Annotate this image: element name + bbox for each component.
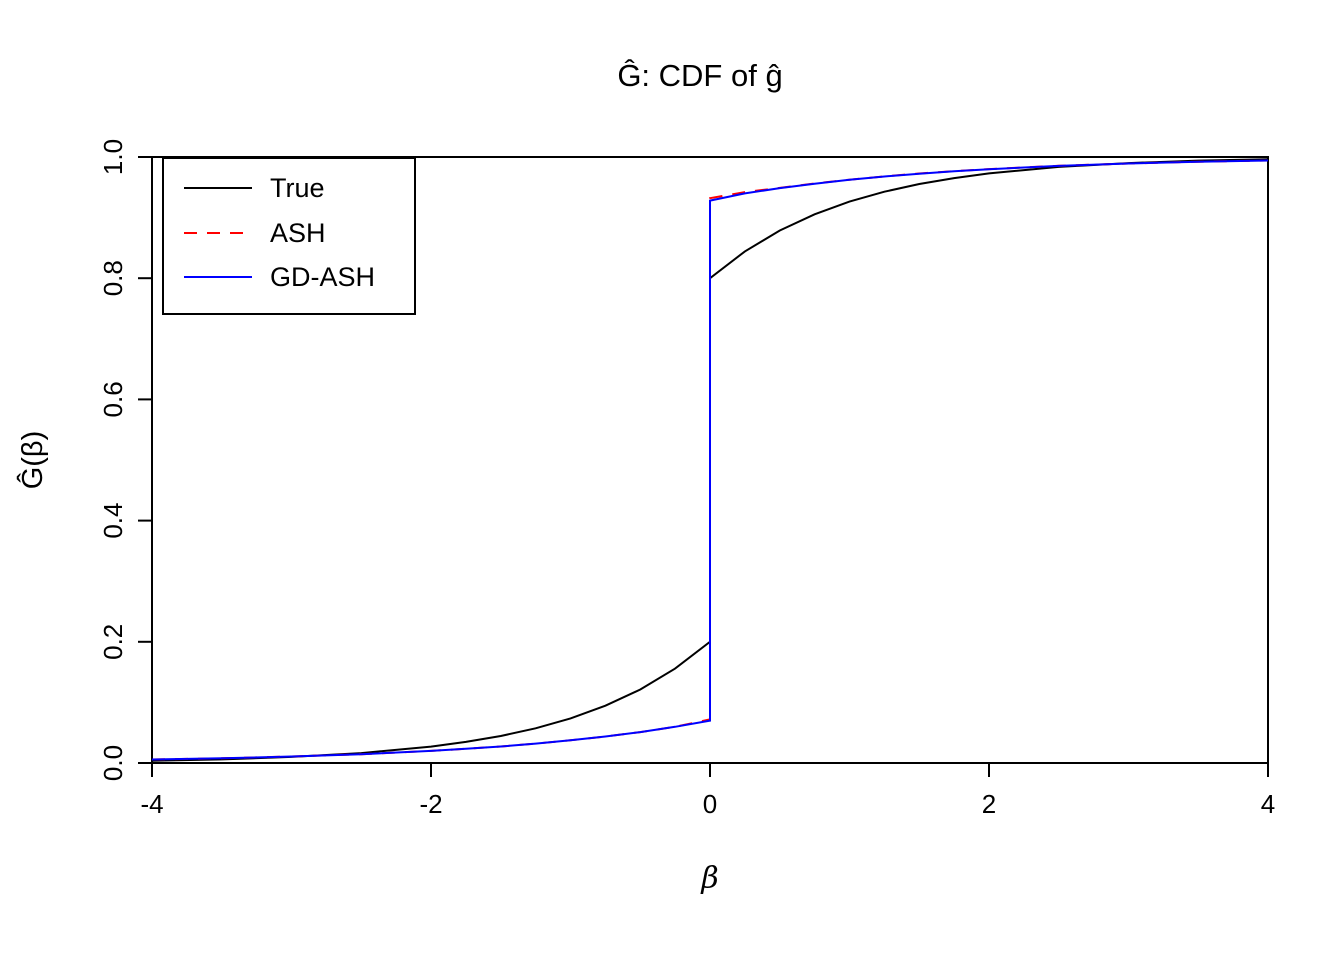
chart-title: Ĝ: CDF of ĝ: [617, 58, 782, 93]
x-axis-label: β: [700, 861, 718, 896]
y-axis-label: Ĝ(β): [15, 431, 49, 490]
y-tick-label: 0.6: [98, 381, 128, 417]
series-line-gd-ash: [151, 159, 1269, 761]
data-series: [151, 158, 1269, 762]
x-tick-label: -2: [419, 789, 442, 819]
x-tick-label: 4: [1261, 789, 1275, 819]
axis-ticks: -4 -2 0 2 4 0.0 0.2 0.4 0.6 0.8 1.0: [98, 139, 1275, 819]
y-tick-label: 0.2: [98, 624, 128, 660]
legend-label-ash: ASH: [270, 218, 326, 248]
y-tick-label: 1.0: [98, 139, 128, 175]
y-tick-label: 0.4: [98, 503, 128, 539]
legend: True ASH GD-ASH: [162, 157, 416, 315]
x-tick-label: -4: [140, 789, 163, 819]
legend-box: [162, 157, 416, 315]
x-tick-label: 0: [703, 789, 717, 819]
y-tick-label: 0.8: [98, 260, 128, 296]
legend-label-gd-ash: GD-ASH: [270, 262, 375, 292]
y-tick-label: 0.0: [98, 745, 128, 781]
x-tick-label: 2: [982, 789, 996, 819]
legend-label-true: True: [270, 173, 325, 203]
